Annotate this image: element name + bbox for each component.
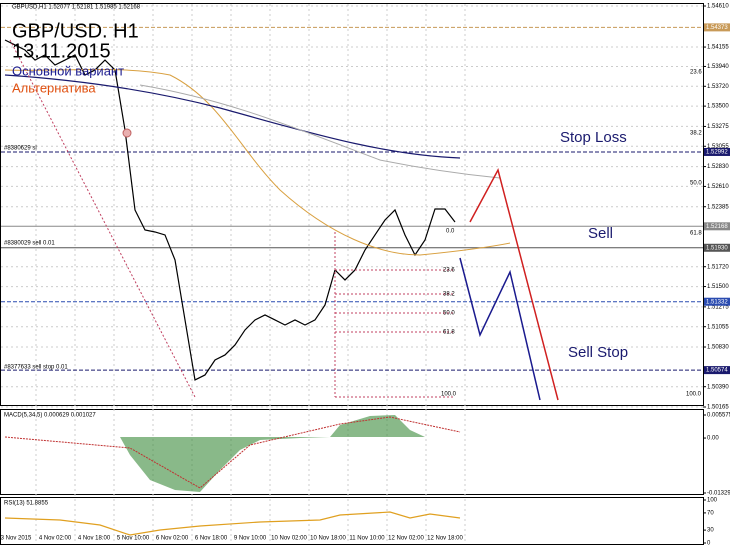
y-tick-label: 1.50830	[707, 345, 729, 351]
alt-scenario	[469, 167, 559, 401]
fib-label: 100.0	[441, 392, 457, 398]
x-tick-label: 4 Nov 18:00	[78, 536, 111, 542]
annotation: Sell Stop	[568, 344, 628, 361]
x-tick-label: 12 Nov 18:00	[427, 536, 463, 542]
main-label: Основной вариант	[12, 63, 124, 78]
fib-label: 100.0	[686, 392, 702, 398]
macd-label: MACD(5,34,5) 0.000629 0.001027	[4, 413, 96, 419]
y-tick-label: 1.53940	[707, 64, 729, 70]
y-tick-label: 1.51500	[707, 284, 729, 290]
fib-label: 61.8	[690, 231, 702, 237]
macd-histogram	[5, 415, 425, 492]
trend-line	[9, 39, 196, 398]
rsi-tick-label: 30	[707, 528, 714, 534]
order-label: #8380029 sell 0.01	[4, 241, 55, 247]
macd-signal	[4, 416, 461, 489]
fib-label: 23.6	[443, 268, 455, 274]
annotation: Sell	[588, 225, 613, 242]
level-label: 1.51930	[706, 245, 728, 251]
header: GBPUSD,H1 1.52077 1.52181 1.51985 1.5216…	[12, 5, 141, 11]
main-scenario	[459, 257, 541, 401]
title: GBP/USD. H1	[12, 20, 139, 42]
fib-label: 61.8	[443, 330, 455, 336]
y-tick-label: 1.50390	[707, 384, 729, 390]
rsi-tick-label: 0	[707, 541, 711, 545]
fib-label: 23.6	[690, 70, 702, 76]
order-label: #8377633 sell stop 0.01	[4, 365, 68, 371]
ma-orange	[4, 68, 511, 256]
level-tag	[704, 297, 730, 306]
x-tick-label: 10 Nov 18:00	[310, 536, 346, 542]
annotation: Stop Loss	[560, 129, 627, 146]
fib-label: 0.0	[446, 229, 455, 235]
level-tag	[704, 222, 730, 231]
fib-label: 38.2	[443, 292, 455, 298]
x-tick-label: 9 Nov 10:00	[234, 536, 267, 542]
y-tick-label: 1.54155	[707, 45, 729, 51]
rsi-line	[4, 511, 461, 536]
y-tick-label: 1.53275	[707, 124, 729, 130]
level-label: 1.52992	[706, 150, 728, 156]
y-tick-label: 1.52385	[707, 204, 729, 210]
x-tick-label: 11 Nov 10:00	[349, 536, 385, 542]
level-label: 1.52168	[706, 224, 728, 230]
y-tick-label: 1.53720	[707, 84, 729, 90]
x-tick-label: 3 Nov 2015	[1, 536, 32, 542]
y-tick-label: 1.54610	[707, 4, 729, 10]
y-tick-label: 1.50165	[707, 405, 729, 411]
order-label: #8380629 sl	[4, 146, 37, 152]
fib-lines	[9, 39, 455, 398]
x-tick-label: 6 Nov 18:00	[195, 536, 228, 542]
x-tick-label: 4 Nov 02:00	[39, 536, 72, 542]
level-label: 1.54373	[706, 25, 728, 31]
y-tick-label: 1.51275	[707, 304, 729, 310]
macd-tick-label: 0.00	[707, 436, 719, 442]
fib-label: 38.2	[690, 131, 702, 137]
level-label: 1.50574	[706, 368, 728, 374]
x-tick-label: 5 Nov 10:00	[117, 536, 150, 542]
rsi-tick-label: 70	[707, 510, 714, 516]
rsi-tick-label: 100	[707, 498, 718, 504]
main-frame	[0, 3, 704, 406]
y-tick-label: 1.53500	[707, 104, 729, 110]
level-tag	[704, 147, 730, 156]
ma-navy	[4, 74, 461, 159]
fib-label: 50.0	[443, 311, 455, 317]
subtitle: 13.11.2015	[12, 40, 111, 62]
macd-tick-label: 0.005575	[707, 413, 730, 419]
macd-frame	[0, 409, 704, 495]
price-line	[4, 39, 456, 381]
y-tick-label: 1.51720	[707, 264, 729, 270]
alt-label: Альтернатива	[12, 80, 96, 95]
rsi-label: RSI(13) 51.8855	[4, 501, 49, 507]
level-tag	[704, 243, 730, 252]
y-tick-label: 1.52610	[707, 184, 729, 190]
level-tag	[704, 366, 730, 375]
marker	[122, 128, 132, 138]
ma-gray	[139, 84, 501, 179]
level-tag	[704, 23, 730, 32]
x-tick-label: 10 Nov 02:00	[271, 536, 307, 542]
x-tick-label: 12 Nov 02:00	[388, 536, 424, 542]
macd-tick-label: -0.01329	[707, 491, 730, 497]
x-tick-label: 6 Nov 02:00	[156, 536, 189, 542]
y-tick-label: 1.52830	[707, 164, 729, 170]
level-label: 1.51332	[706, 299, 728, 305]
y-tick-label: 1.51055	[707, 324, 729, 330]
y-tick-label: 1.53055	[707, 144, 729, 150]
plot	[1, 26, 703, 381]
fib-label: 50.0	[690, 181, 702, 187]
